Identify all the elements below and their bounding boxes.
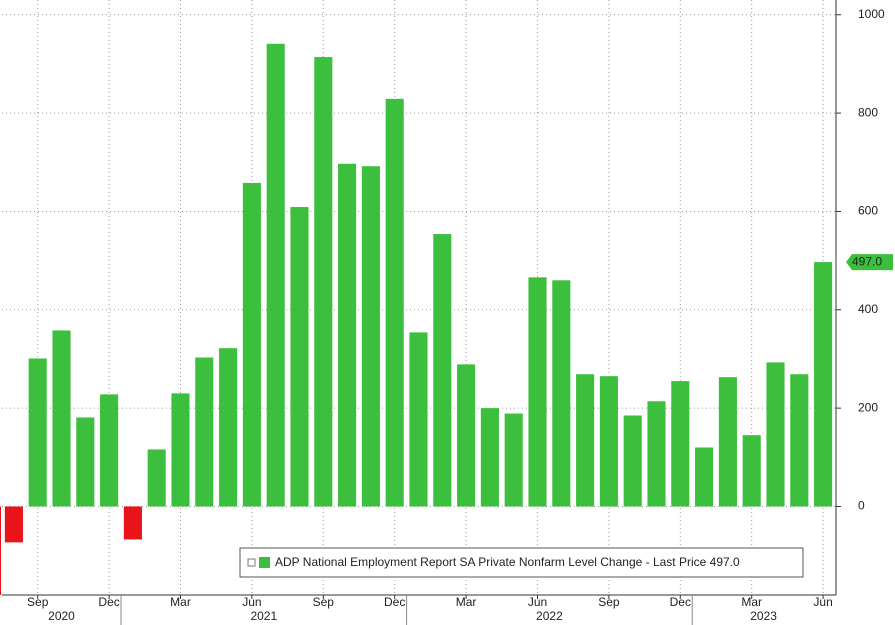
bar <box>647 401 666 507</box>
bar <box>338 163 357 507</box>
bar <box>4 506 23 543</box>
bar <box>576 374 595 507</box>
bar <box>623 415 642 507</box>
bar <box>242 182 261 507</box>
bar <box>599 376 618 507</box>
bar <box>457 364 476 507</box>
x-tick-label: Jun <box>528 595 547 609</box>
year-label: 2023 <box>750 609 777 623</box>
bar <box>504 413 523 507</box>
bar <box>433 234 452 507</box>
x-tick-label: Mar <box>741 595 762 609</box>
x-tick-label: Dec <box>384 595 405 609</box>
year-label: 2020 <box>48 609 75 623</box>
x-tick-label: Dec <box>670 595 691 609</box>
bar <box>790 374 809 507</box>
bar <box>718 377 737 507</box>
bar <box>76 417 95 507</box>
bar <box>171 393 190 507</box>
x-tick-label: Sep <box>27 595 49 609</box>
bar <box>528 277 547 507</box>
legend-box <box>239 547 804 578</box>
y-tick-label: 0 <box>858 499 865 513</box>
y-tick-label: 200 <box>858 400 878 414</box>
bar <box>361 166 380 507</box>
year-label: 2021 <box>250 609 277 623</box>
y-tick-label: 400 <box>858 302 878 316</box>
bar <box>480 408 499 507</box>
y-tick-label: 600 <box>858 204 878 218</box>
legend-toggle <box>247 558 256 567</box>
y-tick-label: 800 <box>858 105 878 119</box>
bar <box>123 506 142 540</box>
bar <box>766 362 785 507</box>
y-tick-label: 1000 <box>858 7 885 21</box>
legend-swatch <box>259 557 270 568</box>
bar <box>742 435 761 507</box>
legend-label: ADP National Employment Report SA Privat… <box>275 555 740 569</box>
bar <box>147 449 166 507</box>
last-value-label: 497.0 <box>852 254 882 268</box>
bar <box>52 330 71 507</box>
bar <box>266 43 285 507</box>
x-tick-label: Mar <box>170 595 191 609</box>
bar <box>219 348 238 507</box>
x-tick-label: Mar <box>456 595 477 609</box>
bar <box>28 358 47 507</box>
x-tick-label: Jun <box>813 595 832 609</box>
bar <box>195 357 214 507</box>
x-tick-label: Dec <box>98 595 119 609</box>
bar <box>552 280 571 507</box>
bar <box>385 98 404 507</box>
bar <box>290 207 309 507</box>
bar <box>695 447 714 507</box>
x-tick-label: Sep <box>598 595 620 609</box>
x-tick-label: Jun <box>242 595 261 609</box>
bar <box>100 394 119 507</box>
bar <box>814 262 833 507</box>
x-tick-label: Sep <box>313 595 335 609</box>
bar <box>671 381 690 507</box>
bar <box>314 57 333 507</box>
year-label: 2022 <box>536 609 563 623</box>
last-value-tag <box>846 254 893 271</box>
bar <box>409 332 428 507</box>
